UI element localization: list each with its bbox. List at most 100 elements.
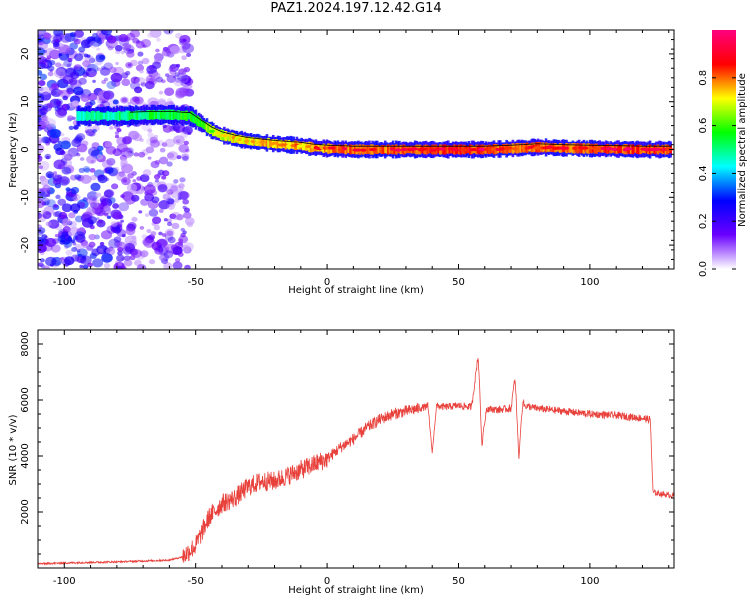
spectrogram-noise-blob — [63, 60, 72, 68]
spectrogram-noise-blob — [38, 198, 45, 209]
spectrogram-noise-blob — [100, 230, 113, 240]
spectrogram-noise-blob — [48, 60, 56, 66]
spectrogram-x-ticks: -100 -50 0 50 100 — [37, 30, 670, 288]
spectrogram-noise-blob — [66, 87, 75, 95]
spectrogram-noise-blob — [174, 72, 180, 77]
spectrogram-noise-blob — [150, 139, 160, 148]
spectrogram-noise-blob — [104, 140, 113, 148]
spectrogram-noise-blob — [80, 94, 90, 103]
spectrogram-noise-blob — [138, 266, 144, 269]
spectrogram-noise-blob — [154, 159, 161, 165]
spectrogram-noise-blob — [120, 50, 125, 55]
ridge-mid-mark — [103, 112, 106, 120]
spectrogram-noise-blob — [45, 171, 54, 179]
ridge-mid-mark — [81, 111, 84, 121]
spectrogram-noise-blob — [126, 32, 136, 41]
spectrogram-noise-blob — [123, 259, 133, 267]
ridge-mid-mark — [122, 111, 125, 121]
spectrogram-noise-blob — [38, 37, 43, 44]
ridge-mid-mark — [101, 112, 105, 120]
spectrogram-noise-blob — [166, 230, 174, 236]
spectrogram-noise-blob — [103, 77, 109, 82]
spectrogram-noise-blob — [125, 152, 133, 159]
spectrogram-noise-blob — [116, 254, 125, 262]
spectrogram-noise-blob — [72, 196, 79, 202]
spectrogram-noise-blob — [97, 174, 108, 184]
spectrogram-noise-blob — [113, 212, 122, 219]
spectrogram-noise-blob — [38, 144, 45, 154]
spectrogram-noise-blob — [44, 47, 56, 58]
spectrogram-noise-blob — [63, 256, 75, 266]
ridge-mid-mark — [178, 111, 182, 120]
spectrogram-noise-blob — [135, 76, 146, 86]
spectrogram-noise-blob — [148, 208, 159, 217]
spectrogram-noise-blob — [73, 125, 79, 130]
spectrogram-noise-blob — [78, 226, 85, 233]
spectrogram-noise-blob — [107, 45, 114, 51]
spectrogram-noise-blob — [80, 39, 92, 49]
spectrogram-noise-blob — [152, 216, 162, 225]
spectrogram-noise-blob — [182, 126, 193, 135]
spectrogram-noise-blob — [81, 242, 89, 249]
spectrogram-noise-blob — [41, 115, 48, 121]
spectrogram-noise-blob — [78, 77, 87, 85]
ridge-mid-mark — [265, 139, 269, 147]
spectrogram-noise-blob — [147, 128, 153, 133]
ridge-mid-mark — [114, 111, 117, 121]
spectrogram-noise-blob — [55, 62, 62, 68]
spectrogram-noise-blob — [164, 73, 170, 78]
ridge-mid-mark — [426, 145, 430, 154]
spectrogram-noise-blob — [159, 147, 166, 153]
spectrogram-noise-blob — [162, 170, 170, 177]
spectrogram-noise-blob — [182, 155, 189, 162]
spectrogram-noise-blob — [90, 201, 99, 208]
ridge-mid-mark — [207, 123, 210, 134]
spectrogram-noise-blob — [83, 74, 88, 78]
spectrogram-noise-blob — [40, 178, 50, 186]
spectrogram-noise-blob — [53, 143, 63, 151]
spectrogram-noise-blob — [151, 196, 160, 204]
spectrogram-noise-blob — [90, 182, 101, 192]
spectrogram-noise-blob — [54, 210, 62, 218]
spectrogram-noise-blob — [161, 142, 168, 147]
spectrogram-noise-blob — [67, 58, 73, 63]
spectrogram-noise-blob — [162, 193, 171, 201]
spectrogram-noise-blob — [74, 174, 82, 180]
ridge-mid-mark — [153, 110, 157, 120]
spectrogram-noise-blob — [106, 35, 117, 44]
spectrogram-noise-blob — [54, 107, 67, 118]
spectrogram-noise-blob — [67, 115, 74, 121]
spectrogram-noise-blob — [154, 223, 160, 228]
spectrogram-noise-blob — [178, 143, 189, 153]
spectrogram-noise-blob — [176, 72, 188, 82]
spectrogram-noise-blob — [38, 212, 43, 219]
spectrogram-noise-blob — [110, 221, 118, 227]
spectrogram-noise-blob — [177, 241, 184, 246]
ridge-core-mark — [328, 146, 336, 150]
spectrogram-noise-blob — [186, 221, 194, 228]
spectrogram-noise-blob — [143, 184, 156, 195]
ridge-core-mark — [587, 146, 594, 150]
spectrogram-noise-blob — [121, 78, 131, 87]
spectrogram-noise-blob — [75, 133, 86, 141]
ridge-mid-mark — [144, 111, 147, 119]
spectrogram-noise-blob — [53, 41, 60, 48]
spectrogram-noise-blob — [43, 200, 50, 206]
spectrogram-noise-blob — [120, 265, 127, 269]
spectrogram-noise-blob — [185, 148, 190, 153]
spectrogram-noise-blob — [175, 63, 181, 68]
spectrogram-noise-blob — [169, 213, 177, 220]
ridge-mid-mark — [350, 144, 354, 154]
spectrogram-noise-blob — [130, 194, 140, 202]
ridge-mid-mark — [152, 110, 155, 120]
spectrogram-noise-blob — [38, 139, 42, 143]
ridge-mid-mark — [620, 145, 624, 154]
spectrogram-noise-blob — [100, 67, 111, 76]
spectrogram-noise-blob — [74, 38, 81, 45]
spectrogram-noise-blob — [146, 136, 157, 146]
spectrogram-noise-blob — [112, 203, 119, 209]
spectrogram-noise-blob — [129, 81, 140, 90]
spectrogram-noise-blob — [79, 264, 84, 269]
spectrogram-noise-blob — [41, 210, 47, 215]
spectrogram-noise-blob — [179, 191, 190, 200]
